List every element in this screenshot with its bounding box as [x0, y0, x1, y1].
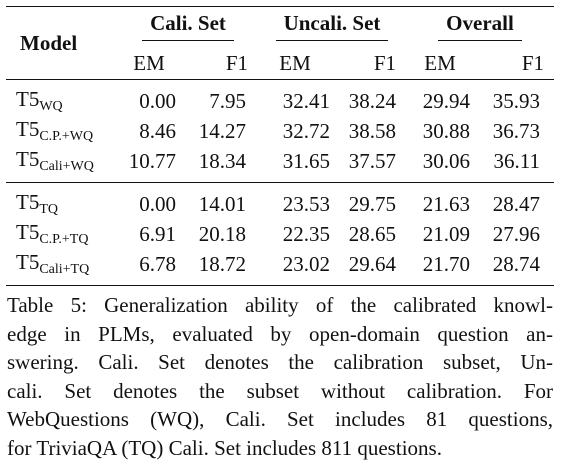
model-subscript: Cali+WQ — [39, 158, 94, 174]
value-cell: 30.06 — [422, 148, 470, 173]
value-cell: 28.47 — [492, 191, 540, 216]
value-cell: 23.02 — [282, 251, 330, 276]
model-name-cell: T5Cali+WQ — [6, 146, 118, 183]
subheader-em: EM — [133, 50, 165, 75]
model-subscript: C.P.+TQ — [39, 231, 89, 247]
value-cell: 36.73 — [492, 118, 540, 143]
model-base-name: T5 — [16, 219, 40, 244]
model-base-name: T5 — [16, 189, 40, 214]
value-cell: 20.18 — [198, 221, 246, 246]
value-cell: 32.41 — [282, 88, 330, 113]
header-row-groups: Model Cali. Set Uncali. Set Overall — [6, 6, 554, 53]
model-name-cell: T5C.P.+TQ — [6, 219, 118, 249]
subheader-f1: F1 — [225, 50, 248, 75]
value-cell: 37.57 — [348, 148, 396, 173]
value-cell: 22.35 — [282, 221, 330, 246]
value-cell: 14.27 — [198, 118, 246, 143]
model-subscript: TQ — [39, 201, 58, 217]
results-table-body: T5WQ 0.00 7.95 32.41 38.24 29.94 35.93 T5C.P.+W… — [6, 80, 554, 286]
model-name-cell: T5TQ — [6, 183, 118, 220]
value-cell: 31.65 — [282, 148, 330, 173]
value-cell: 28.74 — [492, 251, 540, 276]
table-row: T5Cali+TQ 6.78 18.72 23.02 29.64 21.70 28.74 — [6, 249, 554, 286]
caption-line: Table 5: Generalization ability of the c… — [7, 293, 553, 317]
subheader-f1: F1 — [373, 50, 396, 75]
model-subscript: WQ — [39, 98, 63, 114]
value-cell: 6.91 — [139, 221, 176, 246]
table-row: T5C.P.+TQ 6.91 20.18 22.35 28.65 21.09 27.96 — [6, 219, 554, 249]
value-cell: 14.01 — [198, 191, 246, 216]
caption-line: cali. Set denotes the subset without cal… — [7, 378, 553, 403]
value-cell: 7.95 — [209, 88, 246, 113]
value-cell: 0.00 — [139, 191, 176, 216]
model-base-name: T5 — [16, 146, 40, 171]
subheader-f1: F1 — [521, 50, 544, 75]
value-cell: 30.88 — [422, 118, 470, 143]
model-base-name: T5 — [16, 249, 40, 274]
table-row: T5Cali+WQ 10.77 18.34 31.65 37.57 30.06 36.11 — [6, 146, 554, 183]
model-name-cell: T5WQ — [6, 80, 118, 117]
caption-line: WebQuestions (WQ), Cali. Set includes 81… — [7, 407, 553, 432]
caption-line: swering. Cali. Set denotes the calibrati… — [7, 350, 553, 375]
value-cell: 29.75 — [348, 191, 396, 216]
model-subscript: C.P.+WQ — [39, 128, 94, 144]
value-cell: 18.72 — [198, 251, 246, 276]
value-cell: 38.58 — [348, 118, 396, 143]
value-cell: 10.77 — [128, 148, 176, 173]
group-header-overall: Overall — [406, 7, 554, 48]
model-base-name: T5 — [16, 86, 40, 111]
model-name-cell: T5Cali+TQ — [6, 249, 118, 286]
value-cell: 38.24 — [348, 88, 396, 113]
value-cell: 8.46 — [139, 118, 176, 143]
table-row: T5TQ 0.00 14.01 23.53 29.75 21.63 28.47 — [6, 182, 554, 220]
subheader-em: EM — [424, 50, 456, 75]
table-row: T5WQ 0.00 7.95 32.41 38.24 29.94 35.93 — [6, 80, 554, 117]
value-cell: 29.94 — [422, 88, 470, 113]
value-cell: 6.78 — [139, 251, 176, 276]
group-header-uncali-set: Uncali. Set — [258, 7, 406, 48]
value-cell: 23.53 — [282, 191, 330, 216]
value-cell: 18.34 — [198, 148, 246, 173]
value-cell: 0.00 — [139, 88, 176, 113]
value-cell: 27.96 — [492, 221, 540, 246]
value-cell: 21.63 — [422, 191, 470, 216]
header-row-metrics: EM F1 EM F1 EM F1 — [6, 47, 554, 80]
value-cell: 32.72 — [282, 118, 330, 143]
subheader-em: EM — [279, 50, 311, 75]
model-subscript: Cali+TQ — [39, 261, 90, 277]
results-table: Model Cali. Set Uncali. Set Overall EM F… — [6, 6, 554, 286]
group-header-cali-set: Cali. Set — [118, 7, 258, 48]
value-cell: 28.65 — [348, 221, 396, 246]
table-caption: Table 5: Generalization ability of the c… — [7, 291, 553, 463]
value-cell: 36.11 — [493, 148, 540, 173]
results-table-container: Model Cali. Set Uncali. Set Overall EM F… — [6, 6, 554, 286]
value-cell: 21.09 — [422, 221, 470, 246]
caption-line: edge in PLMs, evaluated by open-domain q… — [7, 321, 553, 346]
model-base-name: T5 — [16, 116, 40, 141]
model-name-cell: T5C.P.+WQ — [6, 116, 118, 146]
model-column-header: Model — [20, 30, 78, 55]
value-cell: 21.70 — [422, 251, 470, 276]
table-row: T5C.P.+WQ 8.46 14.27 32.72 38.58 30.88 36.73 — [6, 116, 554, 146]
value-cell: 35.93 — [492, 88, 540, 113]
value-cell: 29.64 — [348, 251, 396, 276]
caption-line: for TriviaQA (TQ) Cali. Set includes 811… — [7, 435, 442, 460]
